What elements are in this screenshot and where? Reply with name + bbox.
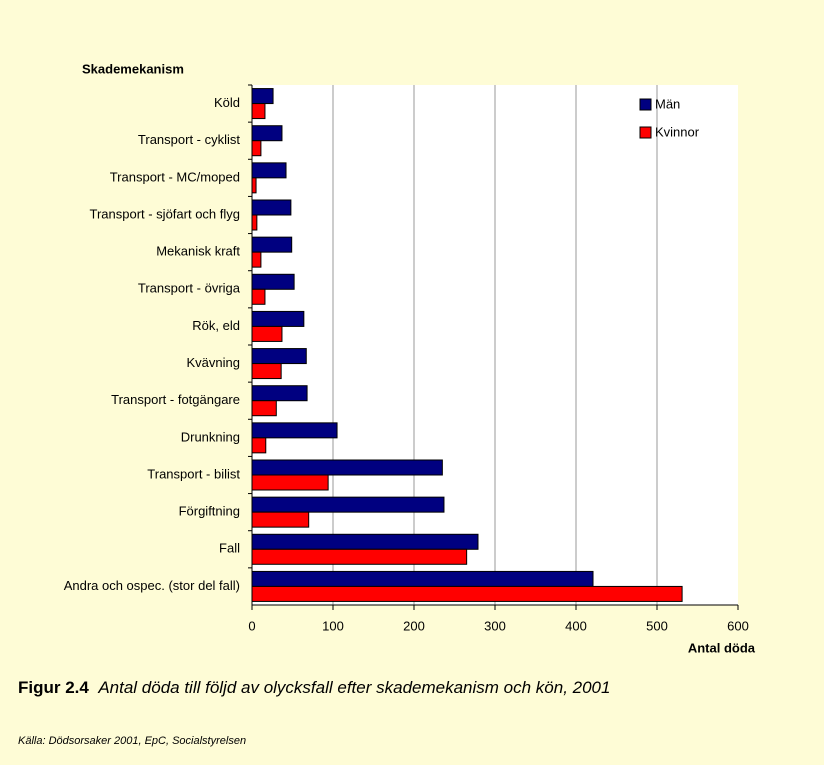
bar <box>251 548 468 565</box>
bar <box>251 459 443 476</box>
source: Källa: Dödsorsaker 2001, EpC, Socialstyr… <box>18 735 247 747</box>
caption: Antal döda till följd av olycksfall efte… <box>98 678 611 697</box>
x-tick-label: 100 <box>322 618 344 633</box>
bar <box>251 400 277 417</box>
y-tick-label: Förgiftning <box>179 504 240 519</box>
bar <box>251 236 293 253</box>
y-tick-label: Fall <box>219 541 240 556</box>
legend-swatch <box>639 98 652 111</box>
legend-label: Kvinnor <box>655 124 700 139</box>
bar <box>251 325 283 342</box>
bar <box>251 474 329 491</box>
y-tick-label: Transport - sjöfart och flyg <box>89 206 240 221</box>
bar <box>251 437 267 454</box>
x-tick-label: 600 <box>727 618 749 633</box>
chart: Skademekanism Antal döda 0 100 200 300 400 50… <box>64 61 756 655</box>
y-tick-label: Transport - MC/moped <box>110 169 240 184</box>
y-tick-label: Transport - övriga <box>138 281 241 296</box>
y-tick-label: Transport - bilist <box>147 466 240 481</box>
bar <box>251 288 266 305</box>
bar <box>251 496 445 513</box>
bar <box>251 199 292 216</box>
bar <box>251 363 282 380</box>
bar <box>251 103 266 120</box>
y-tick-label: Rök, eld <box>192 318 240 333</box>
y-tick-label: Andra och ospec. (stor del fall) <box>64 578 240 593</box>
caption-block: Figur 2.4 Antal döda till följd av olyck… <box>18 676 738 700</box>
x-axis-label: Antal döda <box>688 640 756 655</box>
x-tick-label: 500 <box>646 618 668 633</box>
y-tick-label: Drunkning <box>181 429 240 444</box>
figure-label: Figur 2.4 <box>18 678 89 697</box>
bar <box>251 385 308 402</box>
y-tick-label: Mekanisk kraft <box>156 244 240 259</box>
bar <box>251 585 683 602</box>
x-tick-label: 300 <box>484 618 506 633</box>
bar <box>251 533 479 550</box>
bar <box>251 273 295 290</box>
bar <box>251 140 262 157</box>
bar <box>251 422 338 439</box>
x-tick-label: 0 <box>248 618 255 633</box>
bar <box>251 251 262 268</box>
y-tick-label: Kvävning <box>187 355 240 370</box>
bar <box>251 125 283 142</box>
legend-swatch <box>639 126 652 139</box>
bar <box>251 511 310 528</box>
y-tick-label: Transport - fotgängare <box>111 392 240 407</box>
y-tick-label: Transport - cyklist <box>138 132 240 147</box>
x-tick-label: 200 <box>403 618 425 633</box>
bar <box>251 348 307 365</box>
bar <box>251 214 258 231</box>
y-tick-label: Köld <box>214 95 240 110</box>
bar <box>251 162 287 179</box>
x-tick-label: 400 <box>565 618 587 633</box>
bar <box>251 88 274 105</box>
bar <box>251 177 257 194</box>
y-axis-title: Skademekanism <box>82 61 184 76</box>
legend-label: Män <box>655 96 680 111</box>
bar <box>251 570 594 587</box>
bar <box>251 310 305 327</box>
